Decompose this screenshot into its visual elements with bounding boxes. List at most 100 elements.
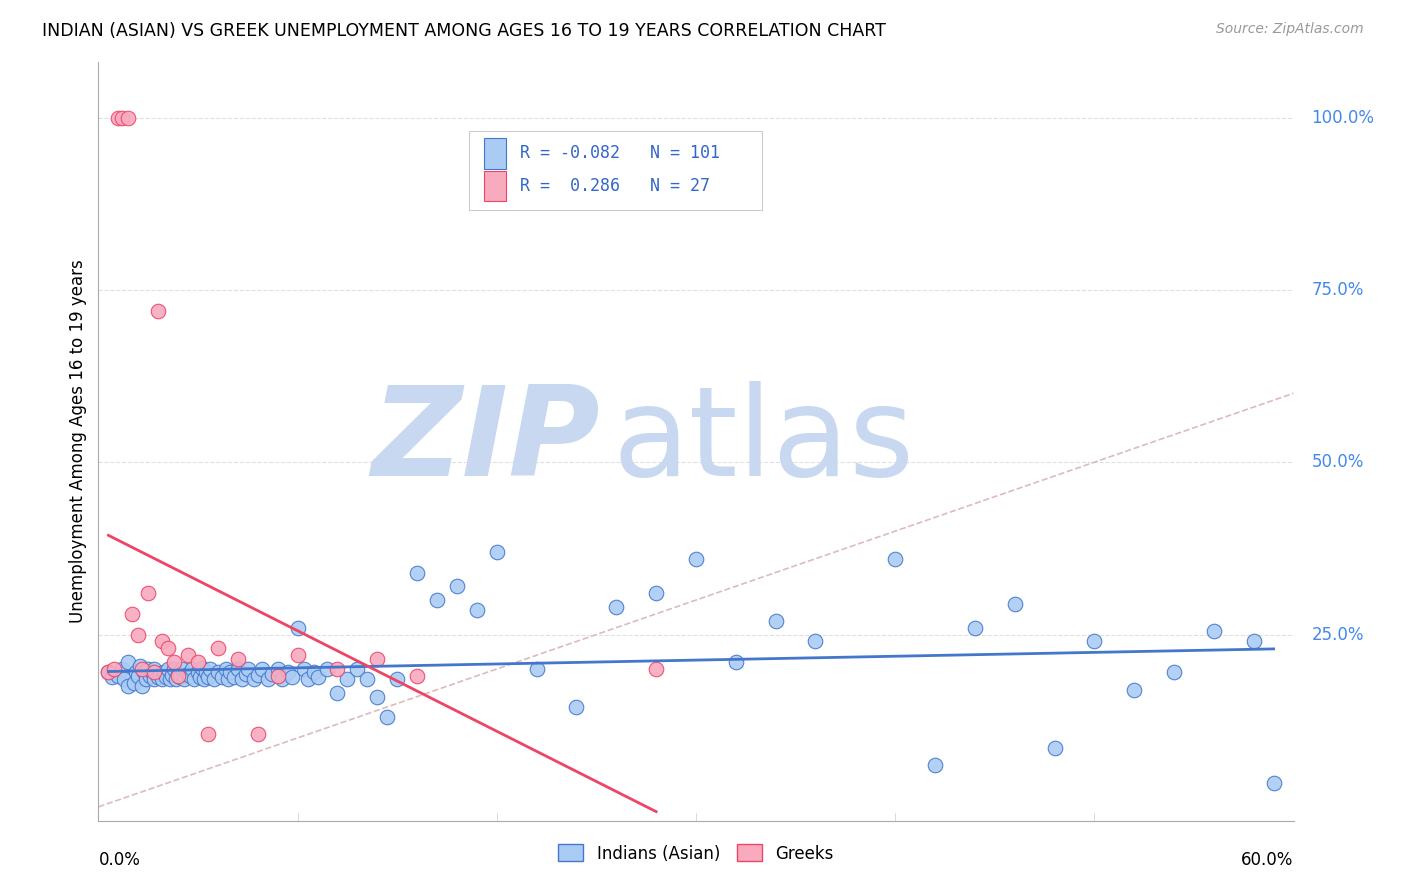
Point <box>139 669 162 683</box>
Point <box>406 566 429 580</box>
Point <box>235 666 257 681</box>
Point <box>243 673 266 687</box>
Point <box>125 665 148 680</box>
Point <box>167 666 190 681</box>
Point <box>287 621 309 635</box>
Point <box>163 655 186 669</box>
Text: 100.0%: 100.0% <box>1312 109 1375 127</box>
Point <box>1163 665 1185 680</box>
Point <box>177 648 200 663</box>
Point <box>884 551 907 566</box>
Point <box>267 662 290 676</box>
Point <box>446 579 468 593</box>
Point <box>336 673 359 687</box>
Point <box>131 679 153 693</box>
Point <box>231 673 253 687</box>
Point <box>260 666 283 681</box>
Point <box>179 669 201 683</box>
Point <box>165 673 187 687</box>
Point <box>307 670 329 684</box>
Text: R = -0.082   N = 101: R = -0.082 N = 101 <box>520 145 720 162</box>
Point <box>163 662 186 676</box>
Point <box>129 658 152 673</box>
Point <box>219 665 242 680</box>
Point <box>1263 776 1285 790</box>
Point <box>103 662 125 676</box>
Text: 60.0%: 60.0% <box>1241 851 1294 869</box>
Point <box>198 662 221 676</box>
Point <box>155 670 177 684</box>
Point <box>280 670 302 684</box>
Point <box>217 673 239 687</box>
Point <box>193 673 215 687</box>
Point <box>277 665 299 680</box>
Point <box>150 634 173 648</box>
Point <box>117 679 139 693</box>
Text: 25.0%: 25.0% <box>1312 625 1364 643</box>
Point <box>804 634 827 648</box>
Point <box>526 662 548 676</box>
Point <box>406 669 429 683</box>
Point <box>136 662 159 676</box>
Point <box>157 662 180 676</box>
Point <box>346 662 368 676</box>
Point <box>97 665 120 680</box>
Point <box>605 599 627 614</box>
Point <box>124 675 146 690</box>
Point <box>101 670 124 684</box>
Point <box>302 665 325 680</box>
Point <box>197 727 219 741</box>
Y-axis label: Unemployment Among Ages 16 to 19 years: Unemployment Among Ages 16 to 19 years <box>69 260 87 624</box>
Point <box>143 665 166 680</box>
Point <box>187 665 209 680</box>
Point <box>366 690 388 704</box>
Point <box>148 670 170 684</box>
Point <box>924 758 946 772</box>
Point <box>645 586 668 600</box>
Point <box>127 669 149 683</box>
Point <box>226 651 249 665</box>
Point <box>136 586 159 600</box>
Point <box>270 673 292 687</box>
Point <box>226 662 249 676</box>
Point <box>117 655 139 669</box>
Point <box>157 641 180 656</box>
Point <box>121 607 143 621</box>
Point <box>202 673 225 687</box>
Point <box>246 667 269 681</box>
Point <box>326 686 349 700</box>
Point <box>222 670 245 684</box>
Point <box>167 669 190 683</box>
Point <box>207 641 229 656</box>
Text: INDIAN (ASIAN) VS GREEK UNEMPLOYMENT AMONG AGES 16 TO 19 YEARS CORRELATION CHART: INDIAN (ASIAN) VS GREEK UNEMPLOYMENT AMO… <box>42 22 886 40</box>
Point <box>565 699 588 714</box>
Point <box>117 111 139 125</box>
Text: R =  0.286   N = 27: R = 0.286 N = 27 <box>520 177 710 195</box>
Point <box>366 651 388 665</box>
Text: 0.0%: 0.0% <box>98 851 141 869</box>
Point <box>287 648 309 663</box>
Point <box>150 673 173 687</box>
Point <box>326 662 349 676</box>
Point <box>188 670 211 684</box>
Point <box>297 673 319 687</box>
Point <box>246 727 269 741</box>
Point <box>256 673 278 687</box>
Point <box>173 673 195 687</box>
FancyBboxPatch shape <box>485 171 506 202</box>
Point <box>181 662 204 676</box>
Point <box>107 669 129 683</box>
Point <box>195 665 218 680</box>
Point <box>107 111 129 125</box>
Point <box>236 662 259 676</box>
Point <box>426 593 449 607</box>
Point <box>97 665 120 680</box>
Point <box>197 670 219 684</box>
Point <box>211 670 233 684</box>
Point <box>131 662 153 676</box>
Point <box>465 603 488 617</box>
Point <box>135 673 157 687</box>
Point <box>111 111 134 125</box>
Point <box>724 655 747 669</box>
Point <box>215 662 238 676</box>
